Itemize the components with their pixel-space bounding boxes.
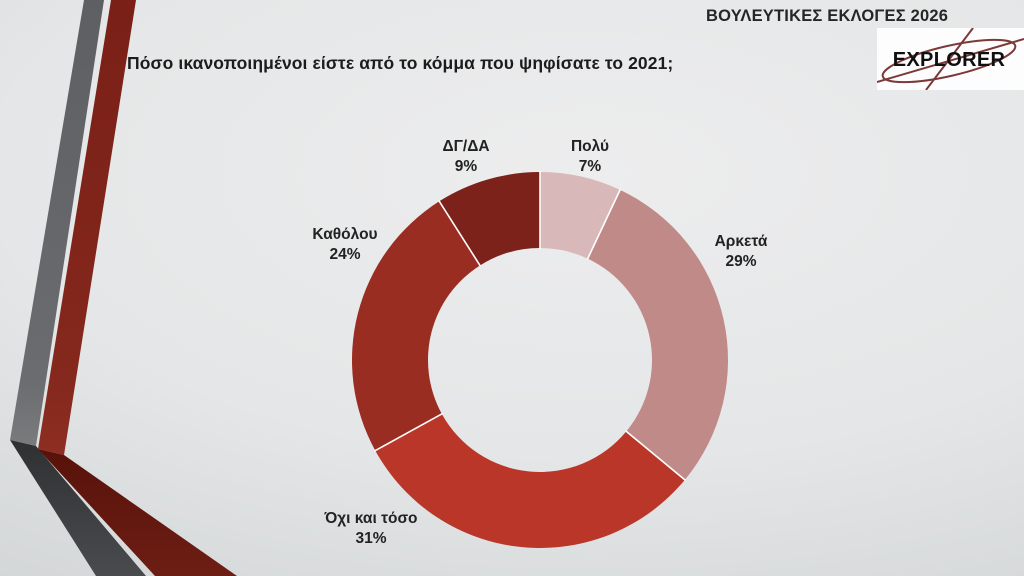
donut-label-poly: Πολύ 7% [571, 137, 609, 177]
explorer-logo-sketch-icon [877, 28, 1024, 90]
donut-segment-0 [540, 172, 621, 259]
donut-label-katholoy: Καθόλου 24% [312, 225, 377, 265]
donut-segment-3 [351, 201, 480, 451]
donut-label-oxi-kai-toso-text: Όχι και τόσο [324, 510, 418, 527]
explorer-logo-text: EXPLORER [892, 49, 1006, 71]
donut-segment-separator [586, 188, 622, 260]
donut-segment-separator [373, 412, 444, 452]
donut-segment-2 [375, 413, 685, 549]
question-title: Πόσο ικανοποιημένοι είστε από το κόμμα π… [127, 53, 674, 73]
donut-segment-1 [587, 189, 729, 480]
donut-label-arketa-pct: 29% [725, 253, 757, 270]
donut-label-oxi-kai-toso-pct: 31% [355, 530, 387, 547]
donut-segment-separator [438, 199, 482, 267]
donut-label-oxi-kai-toso: Όχι και τόσο 31% [324, 509, 417, 549]
donut-label-arketa-text: Αρκετά [714, 233, 768, 250]
gray-ribbon-upper [10, 0, 104, 446]
donut-label-poly-text: Πολύ [570, 138, 610, 155]
donut-label-arketa: Αρκετά 29% [715, 232, 768, 272]
red-ribbon-lower [38, 449, 237, 576]
donut-segment-separator [625, 430, 687, 482]
donut-label-katholoy-pct: 24% [329, 246, 361, 263]
donut-label-dg-da-pct: 9% [454, 158, 478, 175]
donut-label-dg-da-text: ΔΓ/ΔΑ [442, 138, 490, 155]
red-ribbon-upper [38, 0, 136, 455]
donut-label-poly-pct: 7% [578, 158, 602, 175]
explorer-logo: EXPLORER [877, 28, 1024, 90]
donut-label-dg-da: ΔΓ/ΔΑ 9% [442, 137, 489, 177]
donut-segment-4 [439, 172, 540, 266]
gray-ribbon-lower [10, 440, 146, 576]
donut-label-katholoy-text: Καθόλου [312, 226, 378, 243]
slide-title: ΒΟΥΛΕΥΤΙΚΕΣ ΕΚΛΟΓΕΣ 2026 [706, 7, 949, 25]
